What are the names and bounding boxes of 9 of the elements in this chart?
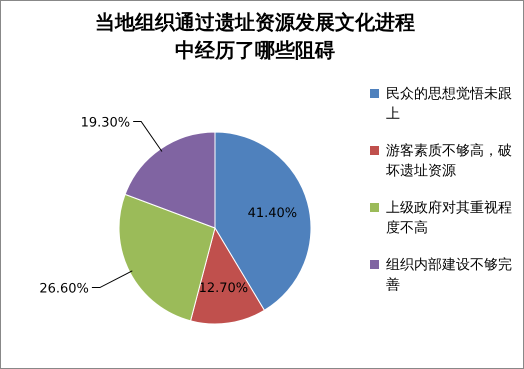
data-label: 41.40% [248,206,298,222]
data-label: 26.60% [39,282,89,297]
data-label: 19.30% [80,116,130,130]
legend-label: 组织内部建设不够完善 [386,257,512,293]
legend-label: 民众的思想觉悟未跟上 [386,86,512,122]
legend-label: 上级政府对其重视程度不高 [386,200,512,236]
legend-label: 游客素质不够高，破坏遗址资源 [386,143,512,179]
chart-title: 当地组织通过遗址资源发展文化进程中经历了哪些阻碍 [94,9,416,64]
data-label: 12.70% [198,280,248,296]
